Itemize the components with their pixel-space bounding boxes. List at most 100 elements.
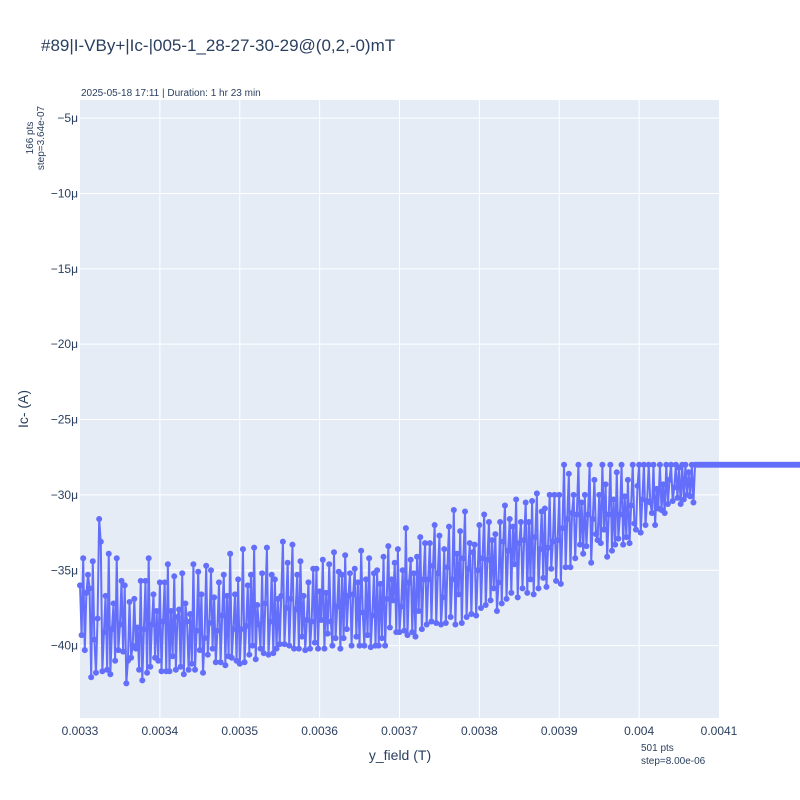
data-point [383,595,390,602]
data-point [118,577,125,584]
data-point [192,666,199,673]
data-point [318,617,325,624]
data-point [313,565,320,572]
data-point [517,519,524,526]
data-point [131,595,138,602]
data-point [316,588,323,595]
data-point [102,592,109,599]
data-point [390,597,397,604]
data-point [476,522,483,529]
data-point [663,461,670,468]
data-point [161,579,168,586]
data-point [669,497,676,504]
data-point [565,470,572,477]
data-point [228,654,235,661]
data-point [367,644,374,651]
y-tick-label: −5μ [57,111,78,125]
data-point [113,555,120,562]
data-point [639,496,646,503]
data-point [597,540,604,547]
data-point [549,538,556,545]
data-point [168,607,175,614]
data-point [570,491,577,498]
x-tick-label: 0.004 [624,724,654,738]
data-point [241,659,248,666]
data-point [636,461,643,468]
data-point [642,522,649,529]
data-point [406,579,413,586]
data-point [259,570,266,577]
data-point [97,538,104,545]
data-point [134,624,141,631]
data-point [564,516,571,523]
data-point [358,547,365,554]
data-point [305,579,312,586]
data-point [105,550,112,557]
data-point [243,623,250,630]
data-point [303,617,310,624]
data-point [180,671,187,678]
data-point [171,573,178,580]
data-point [452,621,459,628]
y-tick-label: −30μ [51,488,78,502]
y-tick-label: −35μ [51,563,78,577]
data-point [438,621,445,628]
data-point [409,629,416,636]
data-point [137,577,144,584]
data-point [388,576,395,583]
data-point [190,561,197,568]
data-point [616,511,623,518]
grid-lines [80,100,719,718]
data-point [126,598,133,605]
data-point [198,591,205,598]
data-point [128,654,135,661]
data-point [177,663,184,670]
data-point [156,579,163,586]
data-point [96,516,103,523]
data-point [356,642,363,649]
data-point [88,674,95,681]
data-point [346,570,353,577]
data-point [164,561,171,568]
data-point [412,633,419,640]
data-point [362,576,369,583]
data-point [497,519,504,526]
data-point [605,511,612,518]
data-point [396,629,403,636]
data-point [91,636,98,643]
data-point [450,506,457,513]
data-point [323,589,330,596]
data-point [632,526,639,533]
data-point [653,485,660,492]
data-point [473,612,480,619]
data-point [540,574,547,581]
data-point [78,632,85,639]
data-point [559,525,566,532]
data-point [612,541,619,548]
data-point [271,576,278,583]
data-point [423,621,430,628]
data-point [468,611,475,617]
data-point [596,491,603,498]
data-point [331,549,337,556]
data-point [797,461,800,468]
data-point [284,559,291,566]
data-point [457,528,464,535]
data-point [545,544,552,551]
data-point [498,600,505,607]
data-point [462,508,468,515]
data-point [147,663,154,670]
data-point [599,461,606,468]
data-point [337,645,344,652]
data-point [92,669,99,676]
data-point [647,499,654,506]
y-tick-label: −15μ [51,262,78,276]
data-point [391,559,398,566]
data-point [613,469,620,476]
data-point [410,570,417,577]
data-point [572,555,579,562]
data-point [430,562,437,569]
data-point [84,571,91,578]
data-point [239,546,246,553]
data-point [153,607,160,614]
